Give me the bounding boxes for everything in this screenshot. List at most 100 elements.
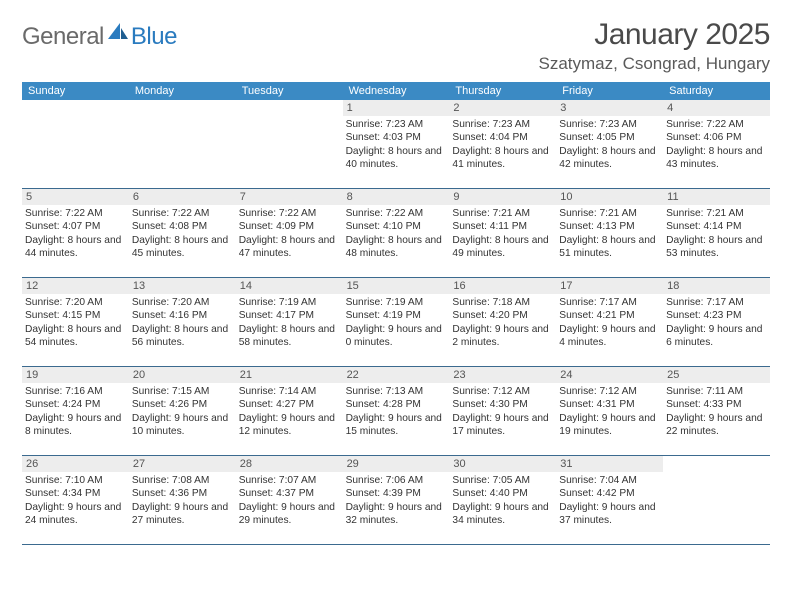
day-number: 11 <box>663 189 770 205</box>
sunset-line: Sunset: 4:09 PM <box>239 220 340 233</box>
day-cell: 9 Sunrise: 7:21 AMSunset: 4:11 PMDaylight… <box>449 189 556 277</box>
sunrise-line: Sunrise: 7:11 AM <box>666 385 767 398</box>
day-cell: 21Sunrise: 7:14 AMSunset: 4:27 PMDayligh… <box>236 367 343 455</box>
daylight-line: Daylight: 9 hours and 0 minutes. <box>346 323 447 350</box>
day-details: Sunrise: 7:22 AMSunset: 4:09 PMDaylight:… <box>239 207 340 260</box>
day-number: 9 <box>449 189 556 205</box>
sunrise-line: Sunrise: 7:23 AM <box>346 118 447 131</box>
sunset-line: Sunset: 4:27 PM <box>239 398 340 411</box>
week-row: 19Sunrise: 7:16 AMSunset: 4:24 PMDayligh… <box>22 367 770 456</box>
daylight-line: Daylight: 8 hours and 51 minutes. <box>559 234 660 261</box>
day-cell <box>236 100 343 188</box>
day-number: 6 <box>129 189 236 205</box>
sunset-line: Sunset: 4:24 PM <box>25 398 126 411</box>
sunrise-line: Sunrise: 7:22 AM <box>666 118 767 131</box>
daylight-line: Daylight: 8 hours and 54 minutes. <box>25 323 126 350</box>
sunset-line: Sunset: 4:33 PM <box>666 398 767 411</box>
day-details: Sunrise: 7:06 AMSunset: 4:39 PMDaylight:… <box>346 474 447 527</box>
day-cell: 22 Sunrise: 7:13 AMSunset: 4:28 PMDayligh… <box>343 367 450 455</box>
sunset-line: Sunset: 4:37 PM <box>239 487 340 500</box>
title-block: January 2025 Szatymaz, Csongrad, Hungary <box>539 18 771 74</box>
sunset-line: Sunset: 4:03 PM <box>346 131 447 144</box>
day-details: Sunrise: 7:23 AMSunset: 4:05 PMDaylight:… <box>559 118 660 171</box>
day-details: Sunrise: 7:13 AMSunset: 4:28 PMDaylight:… <box>346 385 447 438</box>
sunrise-line: Sunrise: 7:15 AM <box>132 385 233 398</box>
day-number: 4 <box>663 100 770 116</box>
daylight-line: Daylight: 9 hours and 24 minutes. <box>25 501 126 528</box>
daylight-line: Daylight: 9 hours and 17 minutes. <box>452 412 553 439</box>
daylight-line: Daylight: 8 hours and 40 minutes. <box>346 145 447 172</box>
daylight-line: Daylight: 8 hours and 58 minutes. <box>239 323 340 350</box>
day-cell: 20Sunrise: 7:15 AMSunset: 4:26 PMDayligh… <box>129 367 236 455</box>
day-cell: 30Sunrise: 7:05 AMSunset: 4:40 PMDayligh… <box>449 456 556 544</box>
sunset-line: Sunset: 4:08 PM <box>132 220 233 233</box>
day-number: 27 <box>129 456 236 472</box>
page-title: January 2025 <box>539 18 771 52</box>
day-number: 13 <box>129 278 236 294</box>
day-cell: 31 Sunrise: 7:04 AMSunset: 4:42 PMDayligh… <box>556 456 663 544</box>
daylight-line: Daylight: 8 hours and 53 minutes. <box>666 234 767 261</box>
day-number: 26 <box>22 456 129 472</box>
day-cell: 7 Sunrise: 7:22 AMSunset: 4:09 PMDaylight… <box>236 189 343 277</box>
day-number: 29 <box>343 456 450 472</box>
day-number: 22 <box>343 367 450 383</box>
daylight-line: Daylight: 8 hours and 41 minutes. <box>452 145 553 172</box>
day-cell: 2Sunrise: 7:23 AMSunset: 4:04 PMDaylight… <box>449 100 556 188</box>
day-number: 5 <box>22 189 129 205</box>
sunrise-line: Sunrise: 7:05 AM <box>452 474 553 487</box>
day-cell: 25Sunrise: 7:11 AMSunset: 4:33 PMDayligh… <box>663 367 770 455</box>
day-number: 7 <box>236 189 343 205</box>
daylight-line: Daylight: 9 hours and 32 minutes. <box>346 501 447 528</box>
sunset-line: Sunset: 4:07 PM <box>25 220 126 233</box>
day-cell: 23Sunrise: 7:12 AMSunset: 4:30 PMDayligh… <box>449 367 556 455</box>
daylight-line: Daylight: 9 hours and 6 minutes. <box>666 323 767 350</box>
day-number: 2 <box>449 100 556 116</box>
daylight-line: Daylight: 9 hours and 27 minutes. <box>132 501 233 528</box>
day-number: 16 <box>449 278 556 294</box>
day-number: 12 <box>22 278 129 294</box>
day-details: Sunrise: 7:10 AMSunset: 4:34 PMDaylight:… <box>25 474 126 527</box>
sunrise-line: Sunrise: 7:21 AM <box>559 207 660 220</box>
day-number: 1 <box>343 100 450 116</box>
day-cell: 6Sunrise: 7:22 AMSunset: 4:08 PMDaylight… <box>129 189 236 277</box>
sunrise-line: Sunrise: 7:16 AM <box>25 385 126 398</box>
weekday-header: Saturday <box>663 82 770 100</box>
sunset-line: Sunset: 4:26 PM <box>132 398 233 411</box>
daylight-line: Daylight: 9 hours and 34 minutes. <box>452 501 553 528</box>
sunrise-line: Sunrise: 7:17 AM <box>666 296 767 309</box>
week-row: 5 Sunrise: 7:22 AMSunset: 4:07 PM Daylight… <box>22 189 770 278</box>
day-details: Sunrise: 7:22 AMSunset: 4:10 PMDaylight:… <box>346 207 447 260</box>
weekday-header: Friday <box>556 82 663 100</box>
daylight-line: Daylight: 9 hours and 37 minutes. <box>559 501 660 528</box>
day-details: Sunrise: 7:04 AMSunset: 4:42 PMDaylight:… <box>559 474 660 527</box>
day-cell: 4 Sunrise: 7:22 AMSunset: 4:06 PMDaylight… <box>663 100 770 188</box>
weekday-header: Sunday <box>22 82 129 100</box>
day-cell: 27Sunrise: 7:08 AMSunset: 4:36 PMDayligh… <box>129 456 236 544</box>
day-details: Sunrise: 7:22 AMSunset: 4:06 PMDaylight:… <box>666 118 767 171</box>
daylight-line: Daylight: 9 hours and 12 minutes. <box>239 412 340 439</box>
day-number: 14 <box>236 278 343 294</box>
day-details: Sunrise: 7:23 AMSunset: 4:03 PMDaylight:… <box>346 118 447 171</box>
day-details: Sunrise: 7:21 AMSunset: 4:11 PMDaylight:… <box>452 207 553 260</box>
calendar-document: General Blue January 2025 Szatymaz, Cson… <box>0 0 792 563</box>
daylight-line: Daylight: 9 hours and 10 minutes. <box>132 412 233 439</box>
sunrise-line: Sunrise: 7:18 AM <box>452 296 553 309</box>
logo-word-blue: Blue <box>131 23 177 51</box>
sunrise-line: Sunrise: 7:17 AM <box>559 296 660 309</box>
sunrise-line: Sunrise: 7:20 AM <box>25 296 126 309</box>
daylight-line: Daylight: 8 hours and 48 minutes. <box>346 234 447 261</box>
sunset-line: Sunset: 4:31 PM <box>559 398 660 411</box>
daylight-line: Daylight: 9 hours and 19 minutes. <box>559 412 660 439</box>
sunrise-line: Sunrise: 7:12 AM <box>452 385 553 398</box>
day-details: Sunrise: 7:15 AMSunset: 4:26 PMDaylight:… <box>132 385 233 438</box>
sunset-line: Sunset: 4:16 PM <box>132 309 233 322</box>
day-details: Sunrise: 7:17 AMSunset: 4:23 PMDaylight:… <box>666 296 767 349</box>
day-number: 24 <box>556 367 663 383</box>
sunrise-line: Sunrise: 7:22 AM <box>25 207 126 220</box>
day-cell: 1 Sunrise: 7:23 AMSunset: 4:03 PMDaylight… <box>343 100 450 188</box>
sunset-line: Sunset: 4:42 PM <box>559 487 660 500</box>
day-cell <box>129 100 236 188</box>
daylight-line: Daylight: 8 hours and 45 minutes. <box>132 234 233 261</box>
sunset-line: Sunset: 4:04 PM <box>452 131 553 144</box>
day-number: 31 <box>556 456 663 472</box>
